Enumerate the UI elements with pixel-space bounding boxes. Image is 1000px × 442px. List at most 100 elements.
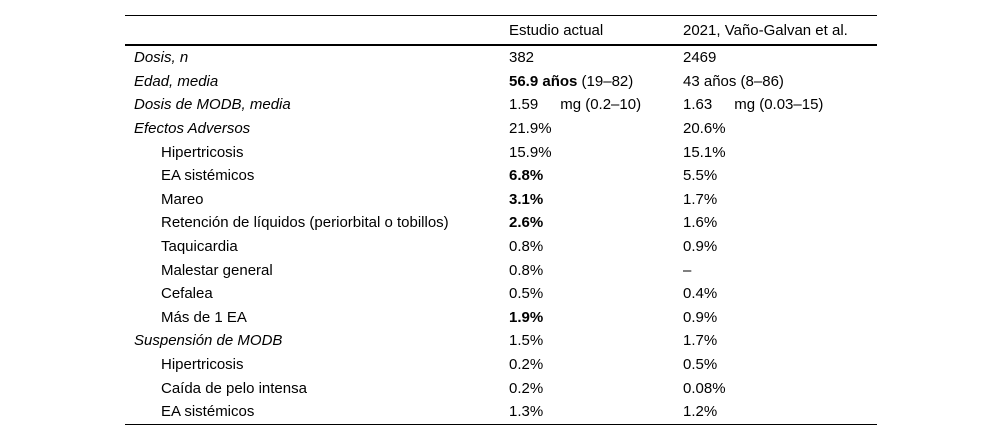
value-vano-galvan: 20.6% [683,120,877,137]
header-col-vano-galvan: 2021, Vaño-Galvan et al. [683,21,848,39]
row-label: Dosis, n [134,49,189,67]
row-label: Más de 1 EA [161,308,247,326]
table-row: Hipertricosis 15.9% 15.1% [125,140,877,164]
value-estudio-actual: 0.8% [509,238,683,255]
row-label: Caída de pelo intensa [161,379,307,397]
value-vano-galvan: 0.4% [683,285,877,302]
row-label: Efectos Adversos [134,120,251,138]
table-row: Suspensión de MODB 1.5% 1.7% [125,329,877,353]
header-col-estudio-actual: Estudio actual [509,21,604,39]
value-segment: 0.2% [509,356,544,374]
value-estudio-actual: 15.9% [509,144,683,161]
value-estudio-actual: 21.9% [509,120,683,137]
value-segment: mg (0.03–15) [734,96,824,114]
value-segment: 1.6% [683,214,718,232]
value-vano-galvan: 2469 [683,49,877,66]
row-label: Mareo [161,190,204,208]
value-segment: 5.5% [683,167,718,185]
value-segment: 2469 [683,49,717,67]
value-segment: – [683,261,692,279]
table-row: Retención de líquidos (periorbital o tob… [125,211,877,235]
value-estudio-actual: 56.9 años (19–82) [509,73,683,90]
value-segment: 21.9% [509,120,552,138]
value-vano-galvan: 1.7% [683,191,877,208]
row-label: Taquicardia [161,238,238,256]
value-vano-galvan: 0.5% [683,356,877,373]
value-estudio-actual: 0.2% [509,356,683,373]
value-vano-galvan: 15.1% [683,144,877,161]
row-label: Retención de líquidos (periorbital o tob… [161,214,449,232]
row-label: Suspensión de MODB [134,332,283,350]
value-segment: mg (0.2–10) [560,96,642,114]
value-segment: 3.1% [509,190,544,208]
value-vano-galvan: 0.9% [683,238,877,255]
table-row: Dosis, n 382 2469 [125,46,877,70]
table-row: Taquicardia 0.8% 0.9% [125,235,877,259]
comparison-table: Estudio actual 2021, Vaño-Galvan et al. … [125,15,877,425]
value-vano-galvan: 1.63 mg (0.03–15) [683,96,877,113]
table-row: Malestar general 0.8% – [125,258,877,282]
value-segment: 15.1% [683,143,726,161]
value-estudio-actual: 0.2% [509,380,683,397]
value-segment: 1.7% [683,332,718,350]
value-segment: 1.7% [683,190,718,208]
value-segment: 0.2% [509,379,544,397]
table-row: Cefalea 0.5% 0.4% [125,282,877,306]
value-segment: 6.8% [509,167,544,185]
row-label: Hipertricosis [161,356,244,374]
table-row: Mareo 3.1% 1.7% [125,188,877,212]
row-label: EA sistémicos [161,167,255,185]
value-segment: 20.6% [683,120,726,138]
value-segment: 382 [509,49,535,67]
table-row: Dosis de MODB, media 1.59 mg (0.2–10) 1.63 m… [125,93,877,117]
table-row: EA sistémicos 6.8% 5.5% [125,164,877,188]
value-estudio-actual: 0.5% [509,285,683,302]
value-estudio-actual: 1.9% [509,309,683,326]
value-estudio-actual: 2.6% [509,214,683,231]
value-segment: 0.9% [683,308,718,326]
row-label: Dosis de MODB, media [134,96,291,114]
value-segment: 0.08% [683,379,726,397]
table-header-row: Estudio actual 2021, Vaño-Galvan et al. [125,16,877,46]
value-segment: 1.3% [509,403,544,421]
value-estudio-actual: 6.8% [509,167,683,184]
value-segment: (19–82) [577,72,634,90]
value-segment: 1.63 [683,96,713,114]
value-segment: 0.8% [509,261,544,279]
value-segment: 0.5% [509,285,544,303]
value-segment: 1.5% [509,332,544,350]
value-vano-galvan: 43 años (8–86) [683,73,877,90]
table-row: Caída de pelo intensa 0.2% 0.08% [125,376,877,400]
value-vano-galvan: 0.08% [683,380,877,397]
table-row: Edad, media 56.9 años (19–82) 43 años (8–8… [125,70,877,94]
value-vano-galvan: 1.6% [683,214,877,231]
value-vano-galvan: 1.7% [683,332,877,349]
table-row: Más de 1 EA 1.9% 0.9% [125,306,877,330]
table-row: Efectos Adversos 21.9% 20.6% [125,117,877,141]
value-segment: 1.9% [509,308,544,326]
value-vano-galvan: – [683,262,877,279]
value-vano-galvan: 0.9% [683,309,877,326]
value-segment: 56.9 años [509,72,578,90]
value-estudio-actual: 1.5% [509,332,683,349]
value-estudio-actual: 1.3% [509,403,683,420]
table-row: Hipertricosis 0.2% 0.5% [125,353,877,377]
value-estudio-actual: 0.8% [509,262,683,279]
value-estudio-actual: 3.1% [509,191,683,208]
value-vano-galvan: 5.5% [683,167,877,184]
table-row: EA sistémicos 1.3% 1.2% [125,400,877,424]
value-segment: 43 años (8–86) [683,72,784,90]
value-vano-galvan: 1.2% [683,403,877,420]
value-segment: 0.8% [509,238,544,256]
row-label: Cefalea [161,285,213,303]
value-estudio-actual: 382 [509,49,683,66]
row-label: Malestar general [161,261,273,279]
row-label: Edad, media [134,72,219,90]
value-segment: 0.5% [683,356,718,374]
value-estudio-actual: 1.59 mg (0.2–10) [509,96,683,113]
row-label: EA sistémicos [161,403,255,421]
value-segment: 1.2% [683,403,718,421]
value-segment: 1.59 [509,96,539,114]
value-segment: 2.6% [509,214,544,232]
